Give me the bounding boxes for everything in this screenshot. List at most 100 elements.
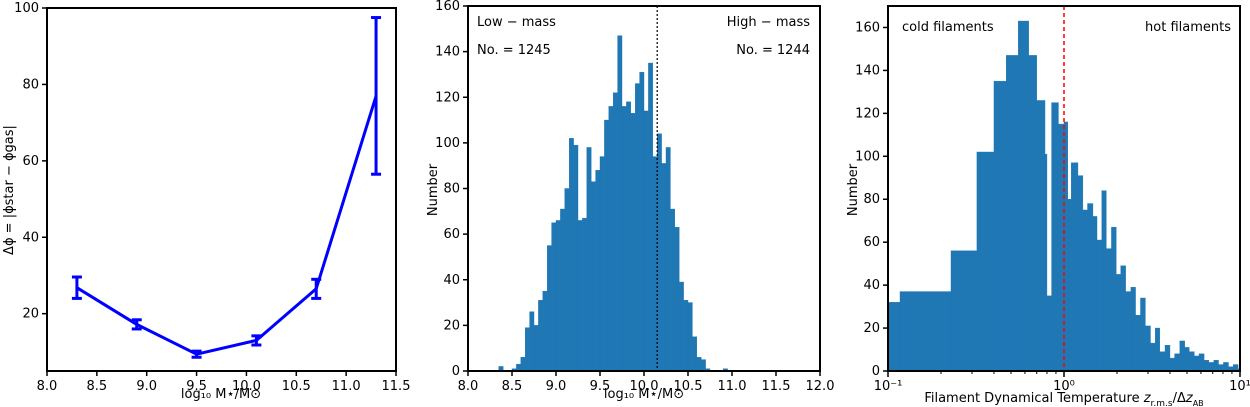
histogram-bar [1179, 340, 1185, 372]
x-tick-label: 9.5 [590, 379, 611, 394]
histogram-bar [555, 220, 561, 372]
histogram-bar [652, 156, 658, 372]
high-mass-count-prefix: No. = [736, 43, 773, 58]
histogram-bar [542, 290, 548, 372]
y-ticks: 20 40 60 80 100 [14, 1, 47, 322]
x-tick-label: 10⁻¹ [874, 379, 903, 394]
y-tick-label: 120 [435, 90, 460, 105]
y-tick-label: 40 [863, 278, 880, 293]
x-axis-label-z2: z [1185, 391, 1194, 406]
low-mass-count: No. = 1245 [477, 43, 551, 58]
x-tick-label: 11.5 [762, 379, 791, 394]
x-axis-label-slash: /Δ [1173, 391, 1186, 406]
x-tick-label: 10.5 [674, 379, 703, 394]
histogram-bar [533, 325, 539, 372]
histogram-bar [683, 300, 689, 372]
histogram-bar [1058, 123, 1065, 372]
histogram-bar [595, 170, 601, 372]
histogram-bar [1189, 351, 1195, 372]
y-tick-label: 40 [22, 230, 39, 245]
y-tick-label: 80 [443, 182, 460, 197]
x-tick-label: 9.0 [136, 379, 157, 394]
y-tick-label: 60 [863, 235, 880, 250]
histogram-bar [1036, 100, 1046, 372]
histogram-bar [577, 220, 583, 372]
histogram-bar [1203, 360, 1210, 372]
hot-filaments-label: hot filaments [1145, 20, 1231, 35]
panel1-frame [46, 7, 397, 372]
x-tick-label: 11.5 [382, 379, 411, 394]
histogram-bar [692, 336, 698, 372]
histogram-bar [573, 144, 579, 372]
histogram-bar [670, 208, 676, 372]
histogram-bar [657, 133, 662, 372]
histogram-bar [547, 245, 552, 372]
x-tick-label: 10.0 [232, 379, 261, 394]
y-tick-label: 100 [855, 149, 880, 164]
high-mass-count-value: 1244 [777, 43, 810, 58]
histogram-bar [1213, 360, 1219, 372]
histogram-bar [591, 181, 596, 372]
histogram-bar [1130, 287, 1136, 372]
histogram-bar [1082, 209, 1088, 372]
histogram-bar [582, 217, 588, 372]
histogram-bar [1155, 327, 1160, 372]
x-tick-label: 8.5 [502, 379, 523, 394]
histogram-bar [613, 92, 618, 372]
histogram-bar [661, 163, 667, 372]
histogram-bar [950, 250, 978, 372]
histogram-bar [1096, 239, 1103, 372]
histogram-bar [599, 156, 605, 372]
x-axis-label-sub1: r.m.s [1151, 399, 1173, 407]
x-tick-label: 9.5 [186, 379, 207, 394]
histogram-bar [1046, 295, 1052, 372]
histogram-bar [1135, 314, 1141, 372]
x-ticks: 10⁻¹ 10⁰ 10¹ [874, 371, 1250, 394]
histogram-bar [1092, 216, 1098, 372]
histogram-bar [516, 363, 522, 372]
x-tick-label: 11.0 [718, 379, 747, 394]
x-axis-label: log₁₀ M⋆/M⊙ [604, 387, 684, 402]
x-tick-label: 8.0 [37, 379, 58, 394]
x-tick-label: 10.5 [282, 379, 311, 394]
histogram-bar [1067, 199, 1072, 372]
y-tick-label: 120 [855, 106, 880, 121]
histogram-bar [569, 138, 574, 372]
x-axis-label-z: z [1143, 391, 1152, 406]
histogram-bar [1208, 362, 1215, 372]
histogram-bar [586, 147, 592, 372]
x-axis-label-sub2: AB [1193, 399, 1204, 407]
histogram-bar [1006, 55, 1019, 372]
error-bars [71, 16, 382, 359]
y-tick-label: 140 [435, 45, 460, 60]
histogram-bar [1106, 248, 1112, 372]
histogram-bar [1184, 347, 1190, 372]
y-tick-label: 0 [452, 364, 460, 379]
histogram-bar [1101, 190, 1107, 372]
y-axis-label: Δϕ = |ϕstar − ϕgas| [2, 125, 17, 255]
panel-temperature-histogram: 10⁻¹ 10⁰ 10¹ 0 20 40 60 80 100 120 140 160 cold fi… [846, 5, 1250, 407]
y-tick-label: 40 [443, 273, 460, 288]
histogram-bar [635, 83, 640, 372]
histogram-bar [560, 208, 566, 372]
low-mass-label: Low − mass [477, 15, 556, 30]
histogram-bar [626, 101, 632, 372]
histogram-bar [608, 106, 614, 372]
histogram-bar [1164, 345, 1171, 372]
x-tick-label: 10⁰ [1053, 379, 1075, 394]
histogram-bar [639, 71, 645, 372]
histogram-bar [701, 359, 706, 372]
histogram-bar [925, 291, 952, 372]
panel-mass-histogram: 8.0 8.5 9.0 9.5 10.0 10.5 11.0 11.5 12.0 0 20 40 60… [426, 0, 834, 402]
y-tick-label: 160 [855, 20, 880, 35]
y-axis-label: Number [426, 163, 441, 216]
x-tick-label: 12.0 [806, 379, 835, 394]
histogram-bar [1150, 342, 1156, 372]
histogram-bar [617, 35, 623, 372]
histogram-bar [674, 227, 680, 372]
histogram-bar [525, 327, 530, 372]
histogram-bar [1077, 175, 1084, 372]
histogram-bar [1169, 357, 1175, 372]
histogram-bar [1125, 291, 1132, 372]
